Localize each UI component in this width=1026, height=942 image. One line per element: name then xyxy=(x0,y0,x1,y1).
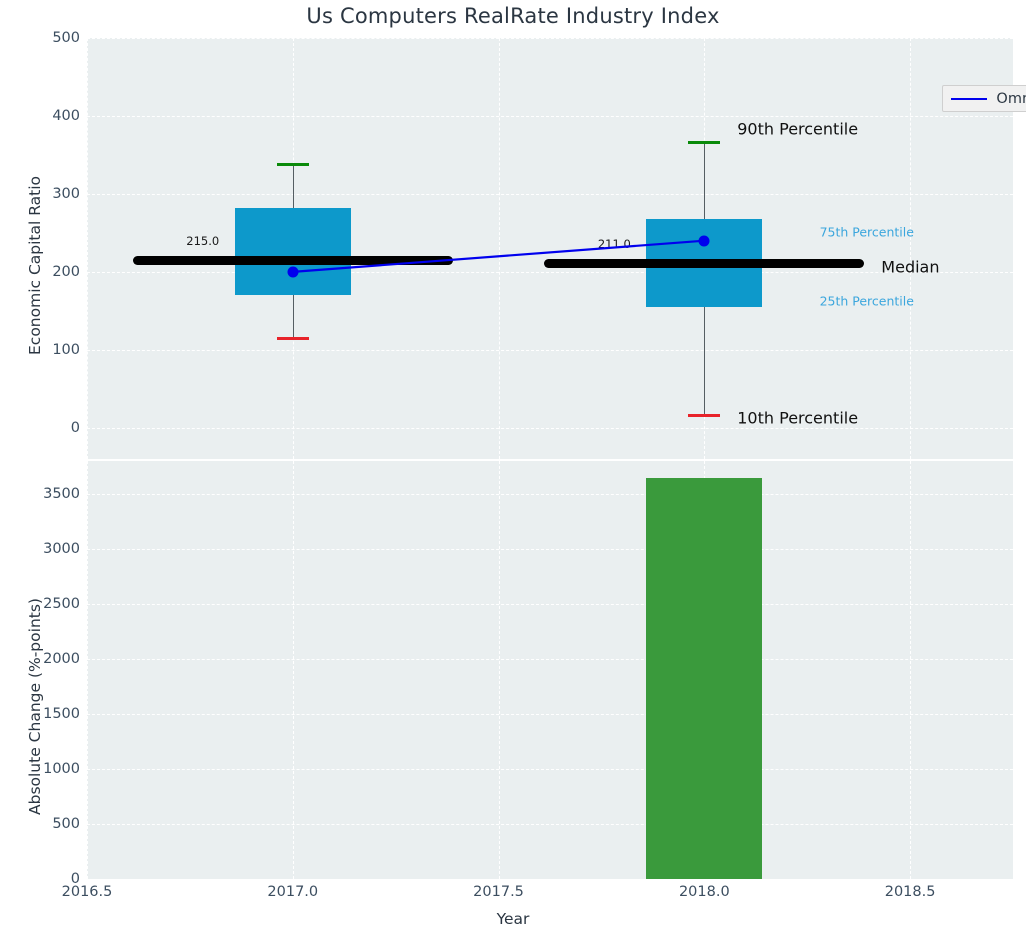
gridline-vertical xyxy=(910,38,912,459)
gridline-horizontal xyxy=(87,193,1013,195)
y-axis-ticks-top: 0 100 200 300 400 500 xyxy=(0,30,87,459)
gridline-horizontal xyxy=(87,659,1013,660)
annotation-25th-percentile: 25th Percentile xyxy=(819,293,914,309)
annotation-75th-percentile: 75th Percentile xyxy=(819,224,914,240)
median-value-label: 215.0 xyxy=(186,234,220,249)
y-tick-label: 1500 xyxy=(43,706,80,722)
absolute-change-bar xyxy=(646,477,763,879)
gridline-horizontal xyxy=(87,494,1013,495)
gridline-horizontal xyxy=(87,38,1013,39)
x-tick-label: 2018.0 xyxy=(678,884,730,900)
y-tick-label: 200 xyxy=(52,263,80,280)
gridline-vertical xyxy=(498,38,500,459)
gridline-horizontal xyxy=(87,824,1013,825)
gridline-horizontal xyxy=(87,604,1013,605)
cap-90th-percentile xyxy=(276,162,309,166)
median-bar xyxy=(544,258,865,268)
y-tick-label: 0 xyxy=(70,419,80,436)
gridline-vertical xyxy=(292,461,294,879)
gridline-vertical xyxy=(87,38,88,459)
gridline-horizontal xyxy=(87,769,1013,770)
gridline-horizontal xyxy=(87,427,1013,429)
y-tick-label: 2500 xyxy=(43,596,80,612)
gridline-horizontal xyxy=(87,549,1013,550)
company-line-series xyxy=(292,239,705,273)
gridline-vertical xyxy=(87,461,88,879)
y-axis-label-top: Economic Capital Ratio xyxy=(26,175,44,355)
panel-absolute-change xyxy=(87,461,1013,880)
legend[interactable]: Omnicell INC xyxy=(942,85,1026,112)
gridline-horizontal xyxy=(87,879,1013,880)
y-tick-label: 100 xyxy=(52,341,80,358)
x-tick-label: 2017.0 xyxy=(267,884,319,900)
box-iqr xyxy=(234,207,351,296)
y-tick-label: 1000 xyxy=(43,761,80,777)
y-tick-label: 0 xyxy=(70,871,80,887)
panel-economic-capital-ratio: 215.0 211.0 90th Percentile 75th Percentil… xyxy=(87,38,1026,459)
company-data-point xyxy=(287,266,299,278)
median-bar xyxy=(132,255,453,265)
gridline-horizontal xyxy=(87,115,1013,117)
annotation-90th-percentile: 90th Percentile xyxy=(737,119,859,139)
y-tick-label: 3500 xyxy=(43,486,80,502)
company-data-point xyxy=(698,235,710,247)
y-axis-ticks-bottom: 0 500 1000 1500 2000 2500 3000 3500 xyxy=(0,461,87,887)
cap-10th-percentile xyxy=(276,336,309,340)
gridline-vertical xyxy=(910,461,912,879)
y-tick-label: 300 xyxy=(52,185,80,202)
x-tick-label: 2018.5 xyxy=(884,884,936,900)
legend-label: Omnicell INC xyxy=(996,90,1026,107)
x-tick-label: 2016.5 xyxy=(61,884,113,900)
x-axis-label: Year xyxy=(496,910,530,928)
gridline-horizontal xyxy=(87,271,1013,273)
annotation-median: Median xyxy=(881,257,940,277)
cap-90th-percentile xyxy=(688,140,721,144)
y-axis-label-bottom: Absolute Change (%-points) xyxy=(26,598,44,815)
x-tick-label: 2017.5 xyxy=(473,884,524,900)
y-tick-label: 2000 xyxy=(43,651,80,667)
gridline-horizontal xyxy=(87,714,1013,715)
legend-line-swatch xyxy=(951,97,988,100)
chart-title: Us Computers RealRate Industry Index xyxy=(306,4,720,28)
y-tick-label: 3000 xyxy=(43,541,80,557)
gridline-vertical xyxy=(498,461,500,879)
annotation-10th-percentile: 10th Percentile xyxy=(737,408,859,428)
cap-10th-percentile xyxy=(688,413,721,417)
y-tick-label: 500 xyxy=(52,30,80,46)
y-tick-label: 500 xyxy=(52,816,80,832)
gridline-horizontal xyxy=(87,349,1013,351)
y-tick-label: 400 xyxy=(52,107,80,124)
